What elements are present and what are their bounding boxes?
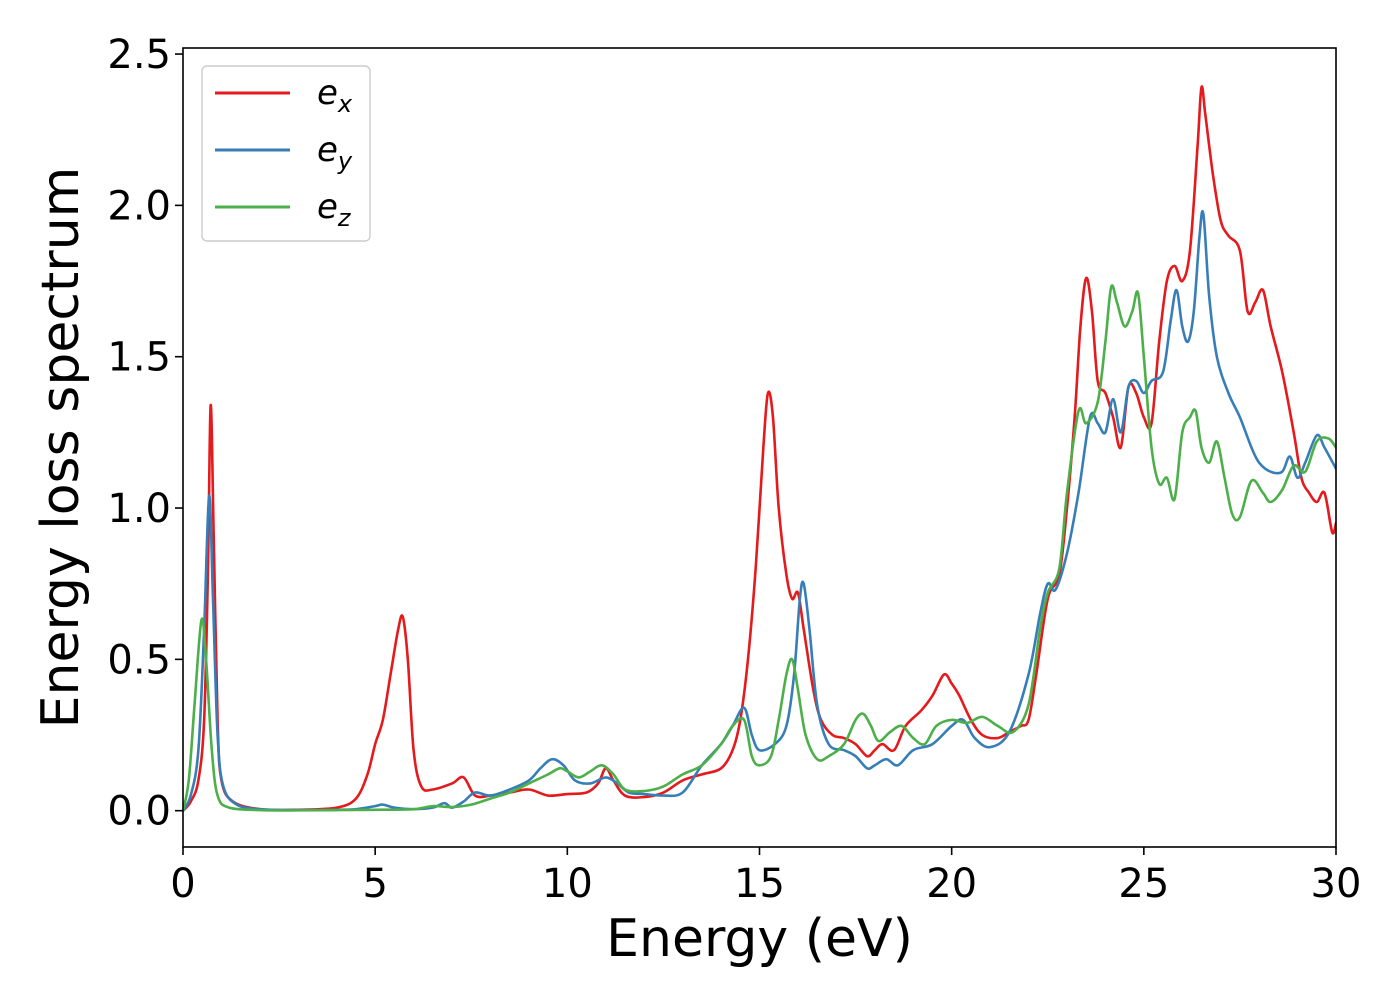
x-tick-label: 30 (1311, 861, 1362, 907)
legend-label-y: ey (317, 130, 353, 175)
y-tick-label: 1.0 (107, 486, 171, 532)
legend-box (201, 65, 371, 242)
x-tick-label: 0 (170, 861, 195, 907)
legend-label-x: ex (317, 73, 353, 118)
y-axis-label: Energy loss spectrum (31, 167, 91, 729)
x-tick-label: 5 (362, 861, 387, 907)
x-tick-label: 10 (542, 861, 593, 907)
y-tick-label: 2.5 (107, 32, 171, 78)
x-tick-label: 20 (926, 861, 977, 907)
y-tick-label: 2.0 (107, 183, 171, 229)
ticks-layer: 0 5 10 15 20 25 30 0.0 0.5 1.0 1.5 2.0 2.5 (107, 32, 1361, 907)
x-tick-label: 15 (734, 861, 785, 907)
y-tick-label: 0.5 (107, 637, 171, 683)
legend: ex ey ez (201, 65, 371, 242)
x-axis-label: Energy (eV) (606, 909, 913, 969)
legend-label-z: ez (317, 187, 352, 232)
series-line-x (183, 85, 1336, 812)
x-tick-label: 25 (1118, 861, 1169, 907)
y-tick-label: 1.5 (107, 335, 171, 381)
series-line-z (183, 284, 1336, 812)
y-tick-label: 0.0 (107, 789, 171, 835)
series-layer (183, 85, 1336, 812)
